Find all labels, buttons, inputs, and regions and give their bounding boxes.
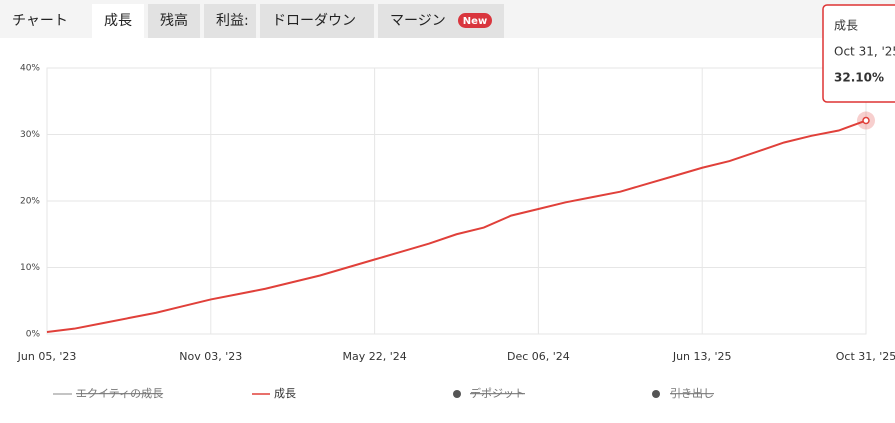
x-tick-label: Jun 05, '23 [17,350,77,363]
legend-item[interactable]: 引き出し [670,386,714,400]
tab-label[interactable]: ドローダウン [272,13,356,29]
x-tick-label: Oct 31, '25 [836,350,895,363]
x-tick-label: Jun 13, '25 [672,350,732,363]
tooltip-title: 成長 [834,19,858,33]
tab-label[interactable]: 成長 [104,13,132,29]
y-tick-label: 10% [20,263,40,273]
y-tick-label: 30% [20,130,40,140]
legend-item[interactable]: エクイティの成長 [76,387,163,400]
legend-item[interactable]: 成長 [274,387,296,400]
badge-label: New [463,16,487,27]
tab-label[interactable]: 残高 [160,12,188,29]
x-tick-label: May 22, '24 [342,350,406,363]
tab[interactable] [148,4,200,38]
legend-item[interactable]: デポジット [470,386,525,400]
line [46,119,867,333]
y-tick-label: 20% [20,197,40,207]
plot: 0% 10% 20% 30% 40% Jun 05, '23 Nov 03, '23 May … [17,64,895,364]
y-tick-label: 40% [20,64,40,74]
tooltip: 成長 Oct 31, '25 32.10% [822,4,895,103]
x-tick-label: Dec 06, '24 [507,350,570,363]
x-tick-label: Nov 03, '23 [179,350,242,363]
tooltip-box [822,4,895,103]
tab[interactable] [260,4,374,38]
tooltip-value: 32.10% [834,71,884,85]
tooltip-date: Oct 31, '25 [834,45,895,59]
y-tick-label: 0% [26,330,41,340]
tab-label[interactable]: チャート [12,13,68,29]
legend: エクイティの成長 成長 デポジット 引き出し [53,386,714,400]
tab[interactable] [92,4,144,38]
tab[interactable] [204,4,256,38]
legend-dot[interactable] [453,390,461,398]
tabs: チャート 成長 残高 利益: ドローダウン マージン New [12,4,504,38]
badge [458,13,492,28]
point [862,116,870,125]
tab-label[interactable]: マージン [390,13,446,29]
legend-dot[interactable] [652,390,660,398]
tab-label[interactable]: 利益: [216,13,249,29]
